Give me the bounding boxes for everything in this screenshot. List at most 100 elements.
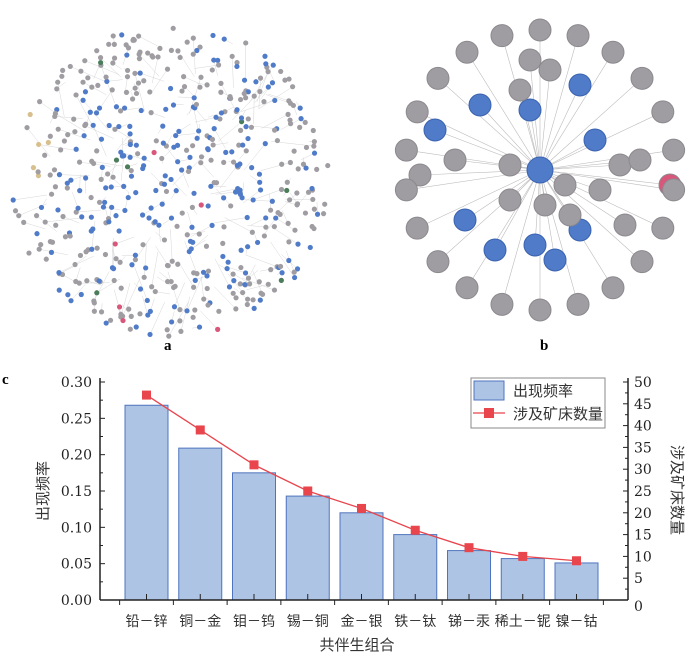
network-node <box>543 248 567 272</box>
network-node <box>526 156 554 184</box>
network-edge <box>76 209 102 213</box>
network-node <box>35 173 42 179</box>
network-node <box>322 201 328 207</box>
network-node <box>113 213 119 219</box>
network-edge <box>155 246 169 266</box>
y2-tick-label: 20 <box>634 506 652 522</box>
network-edge <box>214 258 230 287</box>
network-node <box>110 174 116 180</box>
network-node <box>55 79 61 85</box>
network-node <box>198 74 204 80</box>
network-graphs <box>10 18 686 339</box>
network-node <box>124 52 130 58</box>
network-node <box>161 237 168 243</box>
network-node <box>47 172 53 178</box>
network-node <box>64 180 70 186</box>
network-node <box>146 215 152 221</box>
network-node <box>111 277 117 284</box>
network-edge <box>200 310 218 330</box>
network-node <box>273 215 279 221</box>
network-node <box>123 42 129 48</box>
network-edge <box>261 114 289 129</box>
network-node <box>269 198 275 204</box>
y-tick-label: 0.15 <box>61 484 92 500</box>
line-marker <box>410 525 420 535</box>
network-node <box>230 290 236 296</box>
network-edge <box>264 217 276 235</box>
network-node <box>282 77 288 83</box>
network-node <box>136 56 143 62</box>
network-node <box>177 54 183 61</box>
network-node <box>498 153 522 177</box>
network-edge <box>13 194 47 201</box>
network-edge <box>183 76 200 84</box>
network-node <box>287 197 293 203</box>
network-node <box>175 48 181 54</box>
bar <box>178 447 223 601</box>
network-node <box>196 324 203 330</box>
network-edge <box>187 212 193 228</box>
network-edge <box>254 86 269 103</box>
network-node <box>177 307 183 313</box>
network-node <box>253 79 259 85</box>
network-node <box>287 159 293 166</box>
network-node <box>90 226 96 232</box>
network-node <box>165 278 171 285</box>
network-node <box>189 224 195 230</box>
network-node <box>166 333 172 339</box>
x-tick-label: 铅－锌 <box>126 614 168 630</box>
network-node <box>215 326 221 332</box>
network-node <box>100 204 107 210</box>
network-node <box>243 148 249 154</box>
network-node <box>144 297 150 304</box>
network-edge <box>243 199 273 202</box>
network-node <box>128 313 134 319</box>
network-node <box>65 132 71 138</box>
network-node <box>177 318 183 324</box>
bar <box>554 562 599 601</box>
network-node <box>141 78 147 84</box>
network-node <box>148 205 154 211</box>
network-node <box>311 139 317 145</box>
network-node <box>285 220 291 226</box>
network-node <box>116 123 122 130</box>
network-edge <box>539 35 579 171</box>
network-edge <box>100 57 122 78</box>
network-node <box>171 304 178 310</box>
network-edge <box>243 143 266 171</box>
network-node <box>230 159 237 165</box>
network-node <box>238 247 244 253</box>
network-node <box>218 80 224 86</box>
network-node <box>248 124 255 130</box>
network-node <box>257 297 263 303</box>
network-node <box>240 289 246 296</box>
network-node <box>205 268 212 274</box>
network-node <box>240 142 246 148</box>
legend-label-line: 涉及矿床数量 <box>513 405 603 423</box>
line-marker <box>195 425 205 435</box>
network-node <box>210 32 216 39</box>
network-node <box>200 269 207 275</box>
network-node <box>149 284 155 290</box>
network-node <box>209 222 215 228</box>
network-edge <box>454 159 541 171</box>
network-node <box>210 142 216 148</box>
network-node <box>237 281 243 287</box>
network-node <box>127 326 133 332</box>
network-node <box>287 121 294 127</box>
network-node <box>124 164 131 170</box>
network-node <box>179 167 185 173</box>
network-node <box>233 306 239 312</box>
network-node <box>124 74 131 80</box>
bar <box>447 550 491 601</box>
network-node <box>241 90 247 97</box>
network-node <box>455 40 479 64</box>
network-node <box>160 140 166 146</box>
network-node <box>320 211 327 217</box>
network-node <box>109 204 115 210</box>
network-node <box>170 25 176 31</box>
network-edge <box>149 302 165 335</box>
network-node <box>152 288 158 295</box>
network-node <box>170 284 177 291</box>
network-node <box>60 67 66 74</box>
